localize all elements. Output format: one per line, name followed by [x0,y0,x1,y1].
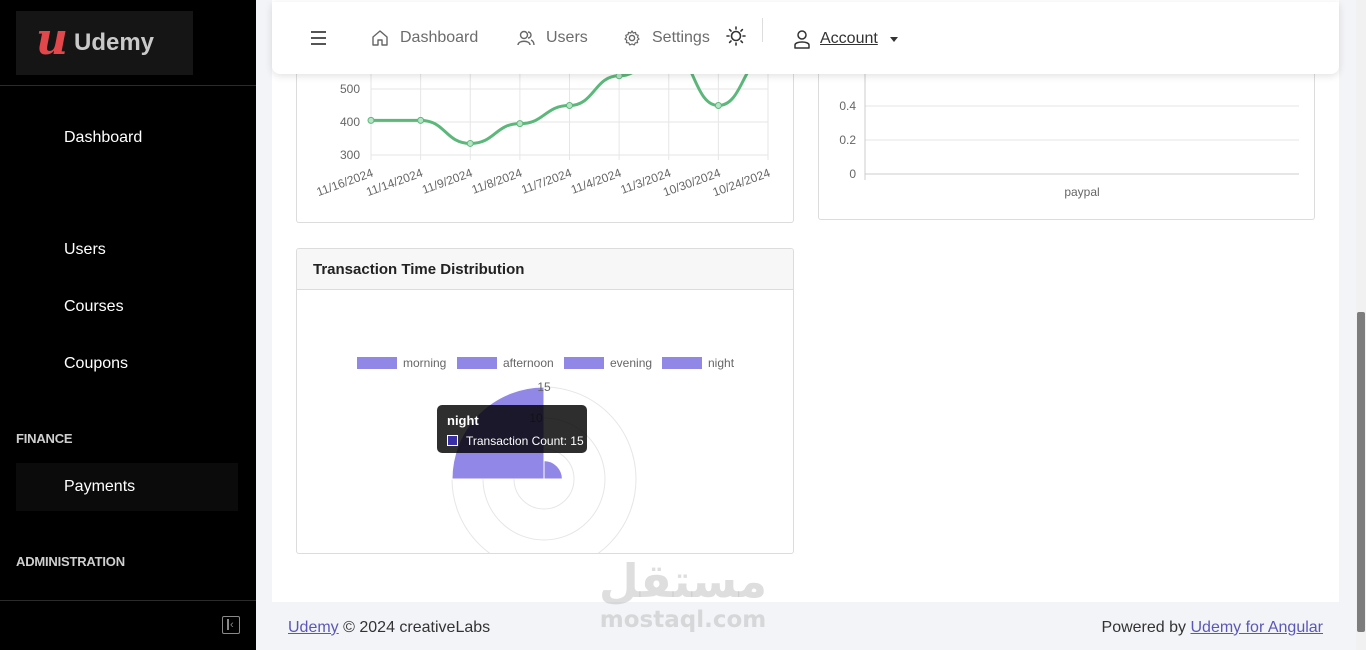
scrollbar-thumb[interactable] [1357,312,1365,632]
line-point [516,120,524,128]
section-label-finance: FINANCE [16,431,73,446]
line-point [566,102,573,109]
panel-title: Transaction Time Distribution [297,249,793,290]
footer-right: Powered by Udemy for Angular [1102,619,1323,637]
sidebar-collapse-icon[interactable]: ‹ [222,616,240,634]
footer-left: Udemy © 2024 creativeLabs [288,619,490,637]
line-point [367,116,375,124]
sidebar-item-payments[interactable]: Payments [64,478,136,495]
line-point [417,116,425,124]
header-link-dashboard-label: Dashboard [400,29,479,46]
account-dropdown[interactable]: Account [793,29,898,49]
legend-label-evening: evening [610,356,652,370]
chart-tooltip: night Transaction Count: 15 [437,405,587,453]
sidebar-divider [0,85,256,86]
sidebar-item-dashboard[interactable]: Dashboard [64,129,143,146]
header-link-settings-label: Settings [652,29,710,46]
footer-powered-link[interactable]: Udemy for Angular [1190,619,1323,636]
bar-ytick: 0.2 [839,133,856,147]
sidebar-item-users[interactable]: Users [64,241,106,258]
line-xtick: 11/7/2024 [519,166,573,197]
account-label: Account [820,30,878,47]
hamburger-menu-icon[interactable] [311,31,326,45]
footer-brand-link[interactable]: Udemy [288,619,339,636]
tooltip-title: night [447,413,479,428]
line-xtick: 10/24/2024 [711,166,773,200]
brand-name: Udemy [74,29,155,56]
line-xtick: 11/8/2024 [470,166,524,197]
sidebar-item-coupons[interactable]: Coupons [64,355,129,372]
gear-icon [624,30,640,46]
sidebar-active-highlight [16,463,238,511]
users-icon [517,30,535,46]
tooltip-body: Transaction Count: 15 [466,434,584,448]
sun-icon[interactable] [726,26,746,46]
footer-powered-by: Powered by [1101,619,1187,636]
bar-chart: 0.4 0.2 0 paypal [839,70,1299,199]
header-link-users[interactable]: Users [517,29,588,47]
bar-ytick: 0 [849,167,856,181]
legend-swatch-afternoon [457,357,497,369]
polar-rtick: 15 [537,380,551,394]
sidebar-footer [0,600,256,650]
page-footer: Udemy © 2024 creativeLabs Powered by Ude… [272,602,1339,650]
line-chart: 50040030011/16/202411/14/202411/9/202411… [315,70,773,200]
legend-label-morning: morning [403,356,446,370]
header-link-dashboard[interactable]: Dashboard [371,29,478,47]
line-ytick: 500 [340,82,360,96]
section-label-administration: ADMINISTRATION [16,554,125,569]
line-xtick: 11/9/2024 [420,166,474,197]
line-ytick: 400 [340,115,360,129]
legend-swatch-morning [357,357,397,369]
sidebar-item-courses[interactable]: Courses [64,298,124,315]
bar-xtick: paypal [1064,185,1099,199]
line-point [714,102,722,109]
header-separator [762,18,763,42]
header-link-users-label: Users [546,29,588,46]
line-series-path [370,70,751,145]
bar-ytick: 0.4 [839,99,856,113]
sidebar: u Udemy Dashboard Users Courses Coupons … [0,0,256,650]
polar-chart-panel: Transaction Time Distribution morning aft… [296,248,794,554]
footer-copyright: © 2024 creativeLabs [343,619,491,636]
legend-swatch-evening [564,357,604,369]
line-xtick: 11/14/2024 [364,166,425,200]
line-xtick: 11/4/2024 [569,166,623,197]
header-link-settings[interactable]: Settings [623,29,710,47]
user-icon [794,30,810,49]
line-point [466,139,474,147]
legend-label-night: night [708,356,735,370]
top-header: Dashboard Users Settings Account [272,2,1339,74]
legend-label-afternoon: afternoon [503,356,554,370]
legend-swatch-night [662,357,702,369]
home-icon [372,30,388,46]
brand-logo[interactable]: u Udemy [16,11,193,75]
line-ytick: 300 [340,148,360,162]
caret-down-icon [889,36,898,42]
tooltip-swatch [447,435,458,446]
polar-slice-morning [543,460,563,480]
udemy-logo-icon: u [36,14,68,65]
